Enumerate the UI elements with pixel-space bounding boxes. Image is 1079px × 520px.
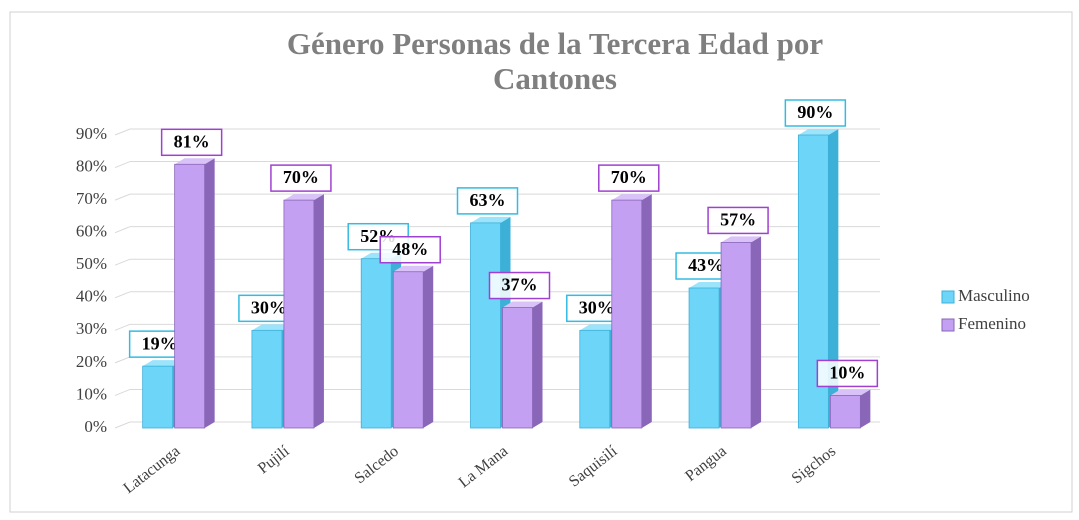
value-label: 57% xyxy=(720,210,756,230)
bar-top xyxy=(393,265,434,272)
chart-title: Género Personas de la Tercera Edad por xyxy=(287,26,823,61)
value-label-box xyxy=(456,187,519,215)
value-label: 70% xyxy=(611,167,647,187)
bar xyxy=(579,329,611,429)
value-label: 43% xyxy=(688,255,724,275)
bar-top xyxy=(830,389,871,396)
grid-line-depth xyxy=(114,291,131,299)
value-label: 63% xyxy=(470,190,506,210)
value-label-box xyxy=(598,164,660,192)
y-tick-label: 60% xyxy=(76,222,107,241)
grid-line-depth xyxy=(114,161,131,169)
bar-top xyxy=(689,282,730,289)
bar-side xyxy=(423,265,434,428)
y-tick-label: 70% xyxy=(76,189,107,208)
bar xyxy=(829,395,861,429)
grid-line-depth xyxy=(114,258,131,266)
value-label-box xyxy=(270,164,332,192)
bar xyxy=(392,271,424,429)
bar-side xyxy=(828,129,839,428)
bar xyxy=(611,199,643,429)
y-tick-label: 0% xyxy=(84,417,107,436)
grid-line-depth xyxy=(114,388,131,396)
bar xyxy=(251,329,283,429)
value-label-box xyxy=(816,359,879,388)
legend-label: Femenino xyxy=(958,314,1026,333)
grid-line-depth xyxy=(114,323,131,331)
y-tick-label: 50% xyxy=(76,254,107,273)
grid-line-depth xyxy=(114,356,131,364)
grid-line-depth xyxy=(114,128,131,136)
value-label: 37% xyxy=(502,275,538,295)
bar xyxy=(470,222,501,429)
bar-top xyxy=(798,129,839,135)
bar xyxy=(283,199,315,429)
bar-top xyxy=(579,324,620,331)
value-label: 19% xyxy=(142,333,178,353)
value-label-box xyxy=(707,206,769,235)
bar-top xyxy=(470,216,511,223)
bar-side xyxy=(860,389,871,428)
legend-swatch xyxy=(941,318,955,332)
grid-line-depth xyxy=(114,226,131,234)
bar-side xyxy=(204,158,215,429)
value-label: 70% xyxy=(283,167,319,187)
value-label-box xyxy=(160,128,223,157)
value-label: 81% xyxy=(174,131,210,151)
y-tick-label: 80% xyxy=(76,156,107,175)
bar xyxy=(360,258,392,429)
value-label-box xyxy=(784,99,847,127)
value-label: 30% xyxy=(251,297,287,317)
legend-label: Masculino xyxy=(958,286,1030,305)
bar xyxy=(174,163,206,429)
bar-side xyxy=(532,301,543,428)
chart-title: Cantones xyxy=(493,61,617,96)
grid-line-depth xyxy=(114,421,131,429)
bar-top xyxy=(142,360,183,367)
bar-side xyxy=(641,194,652,428)
bar-top xyxy=(251,324,292,331)
value-label: 90% xyxy=(797,102,833,122)
grid-line-depth xyxy=(114,193,131,201)
value-label: 48% xyxy=(392,239,428,259)
bar xyxy=(720,242,752,429)
value-label: 30% xyxy=(579,297,615,317)
y-tick-label: 40% xyxy=(76,287,107,306)
bar-top xyxy=(502,301,543,308)
y-tick-label: 90% xyxy=(76,124,107,143)
bar-top xyxy=(611,194,652,201)
bar-top xyxy=(283,194,324,201)
y-tick-label: 10% xyxy=(76,384,107,403)
value-label-box xyxy=(488,271,551,300)
bar xyxy=(142,365,174,429)
value-label: 10% xyxy=(829,363,865,383)
y-tick-label: 20% xyxy=(76,352,107,371)
bar-top xyxy=(174,158,215,165)
value-label-box xyxy=(379,235,441,264)
legend-swatch xyxy=(941,290,955,304)
bar-side xyxy=(313,194,324,428)
bar xyxy=(688,287,720,429)
y-tick-label: 30% xyxy=(76,319,107,338)
bar-top xyxy=(721,236,762,243)
bar-side xyxy=(751,236,762,428)
bar xyxy=(502,307,533,429)
